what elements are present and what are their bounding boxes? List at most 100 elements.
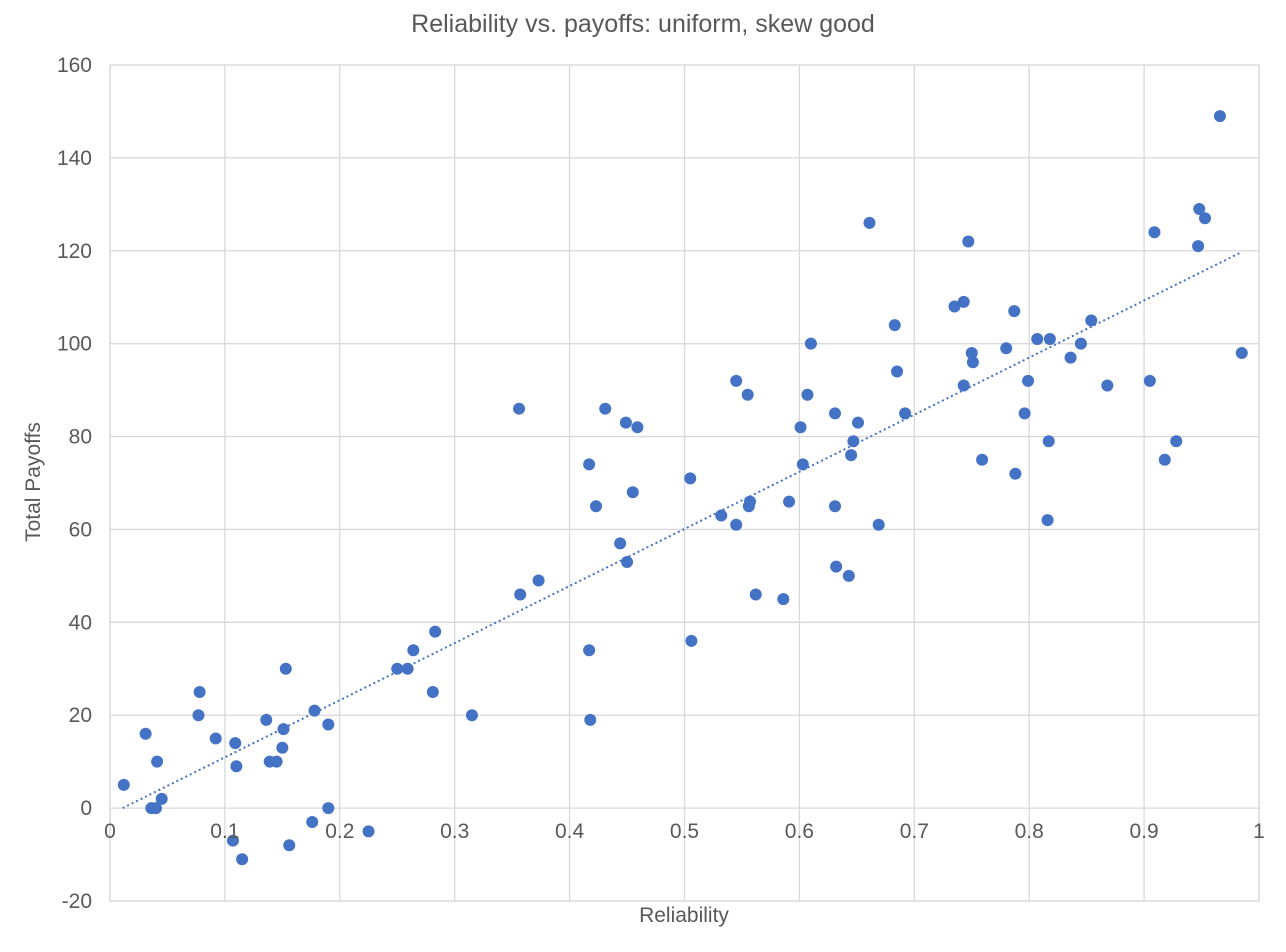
data-point — [155, 792, 168, 805]
data-point — [957, 295, 970, 308]
data-point — [804, 337, 817, 350]
data-point — [743, 495, 756, 508]
data-point — [226, 834, 239, 847]
data-points — [117, 110, 1248, 866]
data-point — [1193, 202, 1206, 215]
data-point — [749, 588, 762, 601]
data-point — [583, 458, 596, 471]
y-tick-label: 40 — [69, 611, 92, 634]
data-point — [465, 709, 478, 722]
data-point — [513, 402, 526, 415]
y-axis-tick-labels: -20 0 20 40 60 80 100 120 140 160 — [57, 54, 92, 913]
x-axis-title: Reliability — [639, 904, 729, 927]
data-point — [407, 644, 420, 657]
data-point — [322, 718, 335, 731]
x-axis-tick-labels: 0 0.1 0.2 0.3 0.4 0.5 0.6 0.7 0.8 0.9 1 — [104, 820, 1265, 843]
data-point — [391, 662, 404, 675]
data-point — [279, 662, 292, 675]
data-point — [829, 500, 842, 513]
data-point — [783, 495, 796, 508]
data-point — [1008, 305, 1021, 318]
data-point — [1074, 337, 1087, 350]
trendline-group — [122, 252, 1240, 810]
data-point — [619, 416, 632, 429]
data-point — [962, 235, 975, 248]
data-point — [777, 593, 790, 606]
gridlines — [109, 64, 1260, 902]
y-tick-label: 0 — [80, 797, 92, 820]
data-point — [899, 407, 912, 420]
plot-area-border — [109, 64, 1260, 902]
data-point — [1235, 346, 1248, 359]
x-tick-label: 0.8 — [1015, 820, 1044, 843]
data-point — [532, 574, 545, 587]
data-point — [730, 518, 743, 531]
x-tick-label: 1 — [1253, 820, 1265, 843]
data-point — [401, 662, 414, 675]
data-point — [362, 825, 375, 838]
data-point — [626, 486, 639, 499]
data-point — [306, 816, 319, 829]
data-point — [621, 555, 634, 568]
data-point — [117, 778, 130, 791]
data-point — [209, 732, 222, 745]
data-point — [715, 509, 728, 522]
data-point — [599, 402, 612, 415]
data-point — [514, 588, 527, 601]
data-point — [308, 704, 321, 717]
data-point — [1018, 407, 1031, 420]
y-tick-label: 140 — [57, 147, 92, 170]
data-point — [149, 802, 162, 815]
data-point — [741, 388, 754, 401]
data-point — [1143, 374, 1156, 387]
y-tick-label: 100 — [57, 333, 92, 356]
data-point — [260, 713, 273, 726]
data-point — [845, 449, 858, 462]
x-tick-label: 0.3 — [440, 820, 469, 843]
y-tick-label: -20 — [62, 890, 92, 913]
data-point — [276, 741, 289, 754]
x-tick-label: 0.4 — [555, 820, 585, 843]
data-point — [1043, 333, 1056, 346]
y-tick-label: 80 — [69, 426, 92, 449]
x-tick-label: 0.6 — [785, 820, 814, 843]
data-point — [1042, 435, 1055, 448]
data-point — [957, 379, 970, 392]
x-tick-label: 0.7 — [900, 820, 929, 843]
data-point — [270, 755, 283, 768]
data-point — [236, 853, 249, 866]
data-point — [847, 435, 860, 448]
x-tick-label: 0.9 — [1129, 820, 1158, 843]
x-tick-label: 0.5 — [670, 820, 699, 843]
chart-title: Reliability vs. payoffs: uniform, skew g… — [411, 10, 875, 38]
data-point — [283, 839, 296, 852]
data-point — [631, 421, 644, 434]
data-point — [801, 388, 814, 401]
data-point — [1170, 435, 1183, 448]
data-point — [583, 644, 596, 657]
data-point — [685, 634, 698, 647]
data-point — [830, 560, 843, 573]
data-point — [1064, 351, 1077, 364]
linear-trendline — [122, 252, 1240, 810]
data-point — [794, 421, 807, 434]
data-point — [1031, 333, 1044, 346]
data-point — [229, 737, 242, 750]
data-point — [965, 346, 978, 359]
data-point — [139, 727, 152, 740]
data-point — [1009, 467, 1022, 480]
data-point — [1041, 514, 1054, 527]
data-point — [1000, 342, 1013, 355]
y-axis-title: Total Payoffs — [22, 422, 45, 542]
data-point — [684, 472, 697, 485]
data-point — [1148, 226, 1161, 239]
y-tick-label: 20 — [69, 704, 92, 727]
data-point — [429, 625, 442, 638]
data-point — [966, 356, 979, 369]
data-point — [948, 300, 961, 313]
data-point — [192, 709, 205, 722]
data-point — [851, 416, 864, 429]
data-point — [1192, 240, 1205, 253]
data-point — [829, 407, 842, 420]
